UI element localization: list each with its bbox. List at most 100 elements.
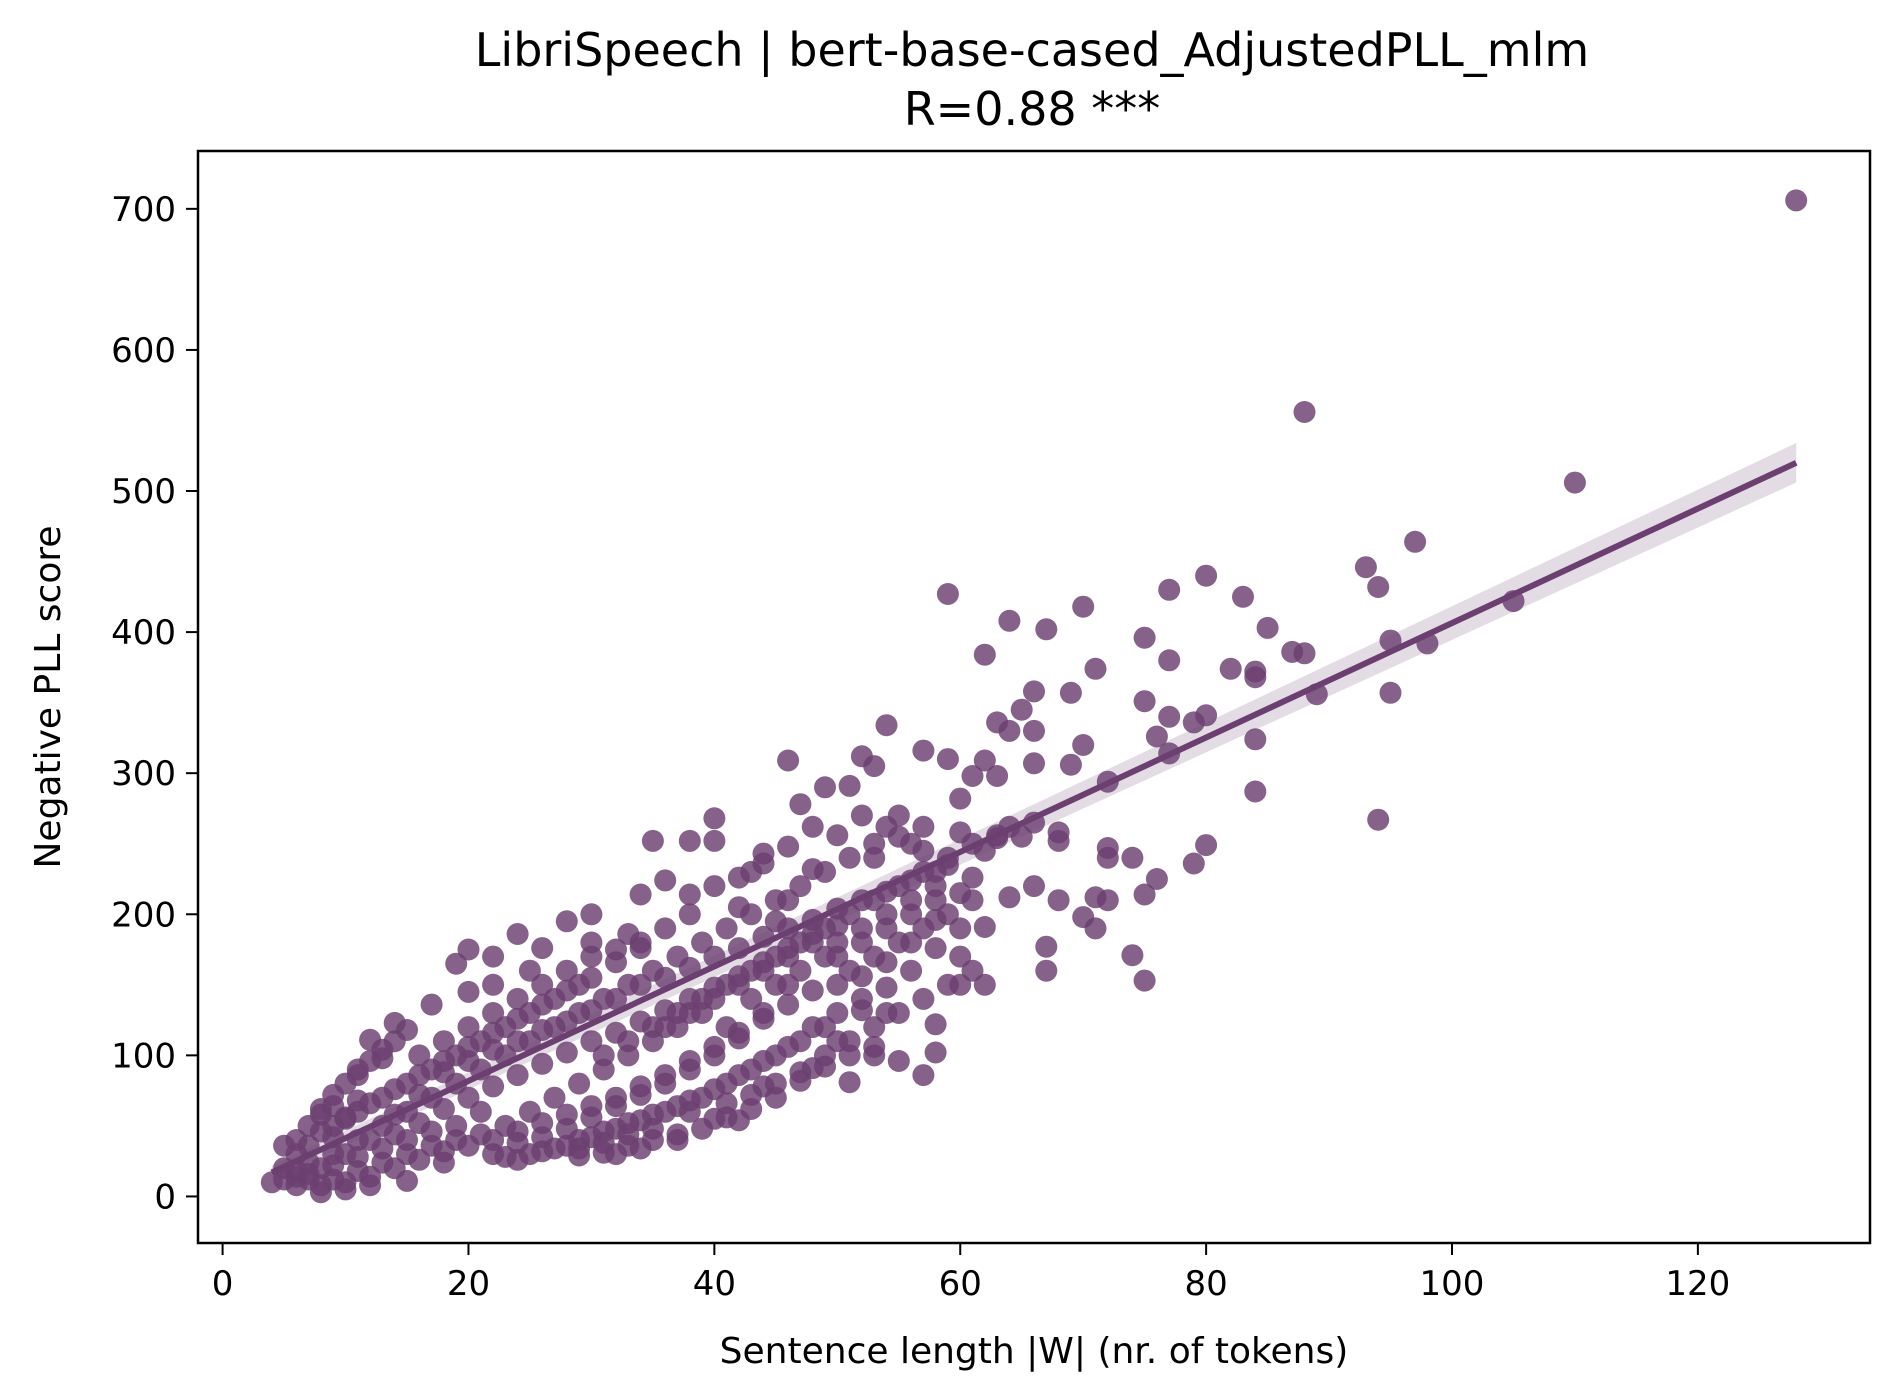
data-point xyxy=(555,1103,578,1126)
data-point xyxy=(1244,728,1267,751)
data-point xyxy=(838,959,861,982)
data-point xyxy=(494,1145,517,1168)
data-point xyxy=(1047,889,1070,912)
data-point xyxy=(998,609,1021,632)
data-point xyxy=(297,1114,320,1137)
data-point xyxy=(740,903,763,926)
data-point xyxy=(727,866,750,889)
data-point xyxy=(973,643,996,666)
data-point xyxy=(1785,189,1808,212)
data-point xyxy=(666,1002,689,1024)
data-point xyxy=(531,1112,554,1135)
data-point xyxy=(334,1106,357,1129)
data-point xyxy=(641,959,664,982)
data-point xyxy=(580,1095,603,1118)
data-point xyxy=(1121,846,1144,869)
data-point xyxy=(863,1016,886,1039)
data-point xyxy=(482,945,505,968)
data-point xyxy=(777,749,800,772)
data-point xyxy=(580,1030,603,1053)
data-point xyxy=(568,1137,591,1160)
data-point xyxy=(703,807,726,830)
data-point xyxy=(764,945,787,968)
data-point xyxy=(801,815,824,838)
y-axis-ticks: 0 100 200 300 400 500 600 700 xyxy=(111,190,198,1217)
data-point xyxy=(1367,576,1390,598)
data-point xyxy=(1404,530,1427,553)
data-point xyxy=(506,1064,529,1087)
data-point xyxy=(1158,705,1181,728)
chart-title: LibriSpeech | bert-base-cased_AdjustedPL… xyxy=(475,23,1589,78)
chart-subtitle: R=0.88 *** xyxy=(904,82,1161,136)
data-point xyxy=(457,938,480,961)
data-point xyxy=(359,1092,382,1115)
data-point xyxy=(936,903,959,926)
data-point xyxy=(285,1174,308,1197)
data-point xyxy=(740,1098,763,1120)
data-point xyxy=(543,1086,566,1109)
data-point xyxy=(764,1086,787,1109)
data-point xyxy=(875,815,898,838)
data-point xyxy=(1563,471,1586,494)
data-point xyxy=(998,719,1021,742)
data-point xyxy=(1293,642,1316,665)
data-point xyxy=(924,1041,947,1064)
data-point xyxy=(936,973,959,996)
data-point xyxy=(531,1052,554,1075)
data-point xyxy=(740,987,763,1010)
data-point xyxy=(973,749,996,772)
data-point xyxy=(678,1050,701,1072)
data-point xyxy=(346,1145,369,1168)
y-tick-label: 700 xyxy=(111,190,176,230)
data-point xyxy=(457,1134,480,1157)
data-point xyxy=(924,1013,947,1036)
data-point xyxy=(936,748,959,771)
data-point xyxy=(469,1100,492,1123)
data-point xyxy=(1023,680,1045,703)
data-point xyxy=(1158,649,1181,672)
data-point xyxy=(580,945,603,968)
data-point xyxy=(678,1089,701,1112)
data-point xyxy=(482,1021,505,1044)
data-point xyxy=(396,1129,418,1151)
data-point xyxy=(543,1016,566,1039)
data-point xyxy=(605,1143,627,1166)
x-tick-label: 120 xyxy=(1665,1264,1730,1304)
data-point xyxy=(629,883,652,906)
data-point xyxy=(531,1140,554,1163)
data-point xyxy=(863,832,886,855)
data-point xyxy=(1035,935,1058,958)
data-point xyxy=(900,889,923,912)
data-point xyxy=(912,1064,935,1087)
data-point xyxy=(371,1137,394,1160)
data-point xyxy=(850,917,873,940)
data-point xyxy=(949,945,972,968)
data-point xyxy=(789,931,812,954)
data-point xyxy=(432,1140,455,1163)
data-point xyxy=(408,1148,431,1171)
data-point xyxy=(838,1071,861,1094)
data-point xyxy=(506,923,529,945)
data-point xyxy=(789,1069,812,1092)
data-point xyxy=(912,987,935,1010)
data-point xyxy=(998,886,1021,909)
data-point xyxy=(482,1129,505,1151)
data-point xyxy=(1072,595,1095,618)
x-axis-ticks: 0 20 40 60 80 100 120 xyxy=(212,1243,1730,1304)
data-point xyxy=(961,866,984,889)
data-point xyxy=(961,765,984,787)
data-point xyxy=(641,829,664,852)
data-point xyxy=(912,815,935,838)
y-tick-label: 600 xyxy=(111,331,176,371)
x-tick-label: 0 xyxy=(212,1264,234,1304)
x-tick-label: 20 xyxy=(447,1264,490,1304)
data-point xyxy=(1195,564,1218,587)
y-tick-label: 200 xyxy=(111,895,176,935)
data-point xyxy=(752,852,775,875)
data-point xyxy=(1133,969,1156,992)
regression-line xyxy=(270,460,1798,1176)
y-tick-label: 0 xyxy=(154,1177,176,1217)
data-point xyxy=(531,993,554,1016)
data-point xyxy=(383,1030,406,1053)
data-point xyxy=(973,916,996,938)
